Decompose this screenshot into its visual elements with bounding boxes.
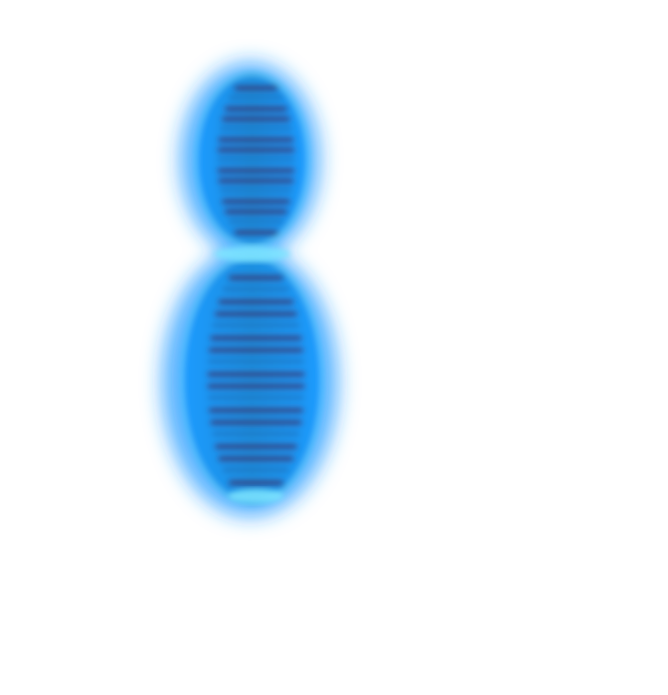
upper-lobe-band [222, 116, 290, 122]
lower-lobe-band [210, 420, 302, 425]
upper-lobe-band [218, 178, 294, 184]
upper-lobe-band [217, 147, 295, 153]
lower-lobe-band [229, 480, 283, 485]
lower-lobe-band [218, 456, 294, 461]
lower-lobe-band [223, 468, 289, 472]
lower-lobe [180, 255, 324, 505]
upper-lobe-band [222, 199, 290, 204]
lower-lobe-band [207, 384, 305, 389]
lower-lobe-bands [207, 275, 305, 485]
lower-lobe-band [223, 287, 289, 291]
lower-lobe-band [212, 432, 300, 436]
upper-lobe-band [217, 168, 295, 173]
lower-lobe-band [209, 408, 303, 413]
centromere-highlight [214, 246, 290, 262]
lower-lobe-band [215, 444, 297, 449]
upper-lobe-band [225, 209, 287, 214]
lower-lobe-band [210, 335, 302, 341]
upper-lobe-band [217, 158, 295, 161]
upper-lobe-band [229, 219, 283, 223]
lower-lobe-band [209, 347, 303, 353]
upper-lobe-band [220, 188, 292, 192]
lower-lobe-band [208, 396, 304, 400]
upper-lobe-band [218, 137, 294, 142]
lower-lobe-band [212, 323, 300, 327]
lower-lobe-band [207, 372, 305, 377]
bottom-tip-highlight [228, 489, 284, 503]
upper-lobe-band [220, 127, 292, 131]
lower-lobe-band [218, 299, 294, 305]
upper-lobe-band [234, 230, 278, 235]
lower-lobe-band [229, 275, 283, 280]
upper-lobe [194, 72, 310, 248]
upper-lobe-band [234, 85, 278, 91]
lower-lobe-band [208, 359, 304, 363]
upper-lobe-bands [217, 85, 295, 235]
upper-lobe-band [229, 96, 283, 100]
lower-lobe-band [215, 311, 297, 317]
upper-lobe-band [225, 106, 287, 111]
